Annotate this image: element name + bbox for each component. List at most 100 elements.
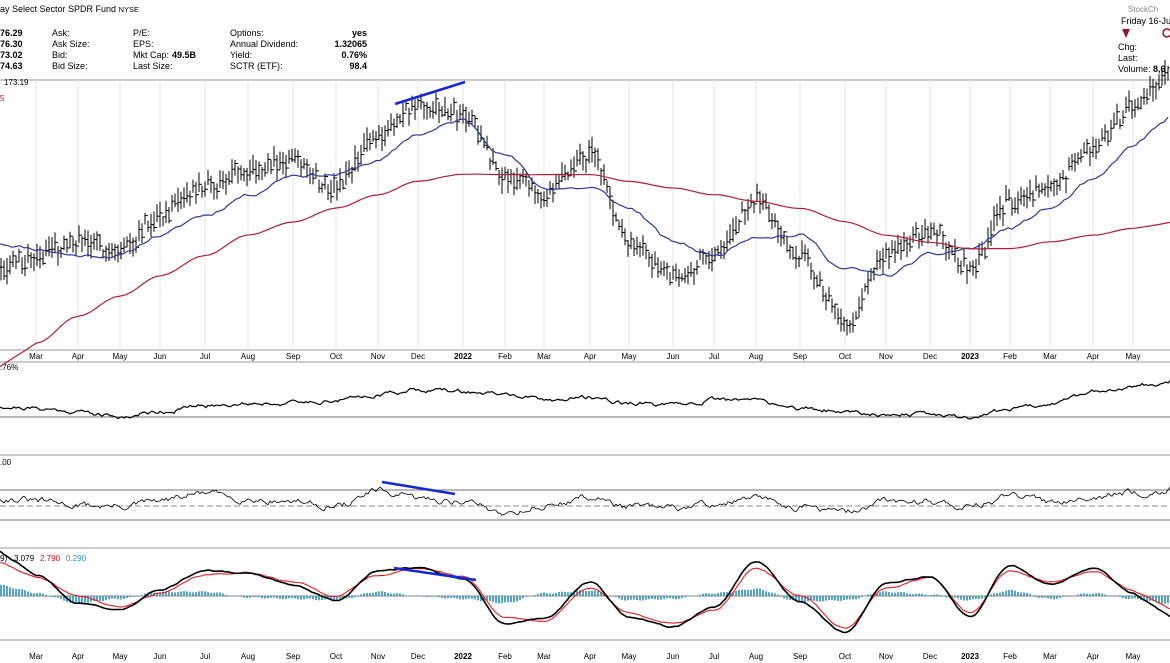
long-moving-average-line <box>0 173 1170 368</box>
histogram-bar <box>999 592 1001 596</box>
price-bar <box>764 193 768 210</box>
histogram-bar <box>354 596 356 598</box>
yield-value: 0.76% <box>341 50 367 60</box>
rsi-line <box>0 486 1170 516</box>
histogram-bar <box>78 596 80 603</box>
histogram-bar <box>660 596 662 600</box>
price-bar <box>728 224 732 245</box>
price-bar <box>1061 170 1065 180</box>
histogram-bar <box>165 591 167 596</box>
histogram-bar <box>1122 596 1124 599</box>
price-bar <box>164 200 168 224</box>
price-bar <box>488 147 492 171</box>
month-tick-label: Oct <box>330 352 343 361</box>
price-bar <box>1052 178 1056 197</box>
price-bar <box>656 257 660 278</box>
histogram-bar <box>291 596 293 599</box>
price-bar <box>566 171 570 181</box>
price-bar <box>695 260 699 275</box>
histogram-bar <box>183 591 185 596</box>
month-tick-label: Mar <box>537 652 551 661</box>
histogram-bar <box>411 595 413 597</box>
histogram-bar <box>489 596 491 602</box>
histogram-bar <box>216 592 218 596</box>
price-bar <box>77 225 81 247</box>
histogram-bar <box>33 593 35 596</box>
price-bar <box>884 242 888 262</box>
histogram-bar <box>849 596 851 600</box>
fund-name: ay Select Sector SPDR Fund <box>0 4 117 14</box>
month-tick-label: Nov <box>371 352 385 361</box>
price-bar <box>89 234 93 259</box>
histogram-bar <box>393 593 395 596</box>
histogram-bar <box>756 588 758 596</box>
histogram-bar <box>351 596 353 598</box>
month-tick-label: Sep <box>286 652 301 661</box>
histogram-bar <box>975 596 977 600</box>
price-bar <box>623 228 627 246</box>
price-bar <box>794 245 798 269</box>
bid-size-label: Bid Size: <box>52 61 88 71</box>
histogram-bar <box>249 596 251 598</box>
price-bar <box>143 212 147 238</box>
histogram-bar <box>282 596 284 600</box>
price-bar <box>428 106 432 119</box>
price-bar <box>86 230 90 257</box>
price-bar <box>986 227 990 258</box>
price-bar <box>362 133 366 156</box>
histogram-bar <box>762 589 764 596</box>
histogram-bar <box>36 592 38 596</box>
price-bar <box>545 189 549 207</box>
histogram-bar <box>1002 591 1004 596</box>
histogram-bar <box>303 596 305 600</box>
histogram-bar <box>840 596 842 601</box>
price-bar <box>584 155 588 174</box>
histogram-bar <box>819 596 821 602</box>
relative-strength-panel <box>0 380 1170 420</box>
price-bar <box>251 154 255 175</box>
macd-label-prefix: 9) <box>0 554 7 563</box>
histogram-bar <box>753 589 755 596</box>
histogram-bar <box>933 594 935 596</box>
histogram-bar <box>1137 596 1139 600</box>
price-bar <box>56 241 60 266</box>
histogram-bar <box>468 596 470 599</box>
price-bar <box>698 248 702 268</box>
histogram-bar <box>513 596 515 603</box>
ask-label: Ask: <box>52 28 70 38</box>
histogram-bar <box>285 596 287 600</box>
price-bar <box>185 182 189 203</box>
histogram-bar <box>720 592 722 596</box>
histogram-bar <box>405 595 407 597</box>
price-bar <box>65 238 69 253</box>
histogram-bar <box>348 596 350 599</box>
histogram-bar <box>129 596 131 598</box>
price-bar <box>620 218 624 238</box>
histogram-bar <box>675 596 677 600</box>
histogram-bar <box>1077 594 1079 596</box>
macd-panel <box>0 550 1170 634</box>
price-bar <box>995 203 999 226</box>
histogram-bar <box>585 591 587 596</box>
price-bar <box>1142 88 1146 105</box>
price-bar <box>50 237 54 258</box>
month-tick-label: Sep <box>793 352 808 361</box>
histogram-bar <box>1038 596 1040 598</box>
price-bar <box>446 108 450 121</box>
histogram-bar <box>255 596 257 597</box>
histogram-bar <box>822 596 824 602</box>
price-bar <box>1055 179 1059 196</box>
histogram-bar <box>903 592 905 596</box>
price-bar <box>1157 74 1161 91</box>
histogram-bar <box>966 596 968 601</box>
histogram-bar <box>336 596 338 601</box>
price-bar <box>305 158 309 178</box>
price-bar <box>560 162 564 182</box>
histogram-bar <box>531 595 533 597</box>
last-price-label: 173.19 <box>4 78 29 87</box>
price-bar <box>662 260 666 277</box>
price-bar <box>596 148 600 171</box>
month-tick-label: May <box>621 352 636 361</box>
histogram-bar <box>519 596 521 600</box>
chart-title: ay Select Sector SPDR Fund NYSE <box>0 4 139 15</box>
